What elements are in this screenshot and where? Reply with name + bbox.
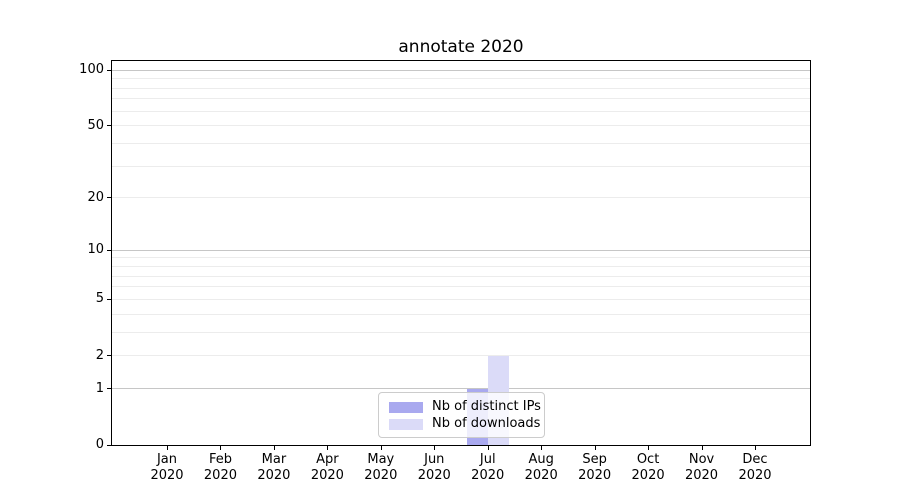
y-axis-tick-label: 10 [87, 242, 104, 258]
y-axis-tick [107, 444, 111, 446]
x-axis-tick-label: Aug 2020 [509, 452, 573, 484]
gridline-minor [112, 286, 810, 288]
y-axis-tick-label: 50 [87, 117, 104, 133]
x-axis-month-label: Sep [582, 452, 607, 467]
gridline-minor [112, 165, 810, 167]
x-axis-year-label: 2020 [417, 468, 451, 483]
x-axis-tick-label: Jul 2020 [456, 452, 520, 484]
gridline-minor [112, 87, 810, 89]
x-axis-month-label: May [367, 452, 395, 467]
gridline-major [112, 388, 810, 390]
x-axis-tick-label: Jan 2020 [135, 452, 199, 484]
x-axis-month-label: Jan [156, 452, 178, 467]
legend-swatch [389, 418, 423, 430]
x-axis-tick [167, 446, 168, 450]
gridline-minor [112, 197, 810, 199]
y-axis-tick [107, 355, 111, 357]
x-axis-tick-label: Feb 2020 [188, 452, 252, 484]
gridline-minor [112, 257, 810, 259]
x-axis-month-label: Oct [636, 452, 660, 467]
x-axis-year-label: 2020 [578, 468, 612, 483]
y-axis-tick [107, 69, 111, 71]
gridline-minor [112, 78, 810, 80]
x-axis-tick-label: Nov 2020 [670, 452, 734, 484]
x-axis-tick-label: May 2020 [349, 452, 413, 484]
x-axis-tick-label: Apr 2020 [295, 452, 359, 484]
x-axis-month-label: Nov [688, 452, 715, 467]
x-axis-year-label: 2020 [631, 468, 665, 483]
x-axis-tick [273, 446, 275, 450]
x-axis-tick-label: Sep 2020 [563, 452, 627, 484]
y-axis-tick [107, 388, 111, 390]
x-axis-tick [701, 446, 703, 450]
y-axis-tick-label: 1 [95, 380, 104, 396]
x-axis-tick-label: Mar 2020 [242, 452, 306, 484]
y-axis-tick [107, 197, 111, 199]
chart-title: annotate 2020 [398, 37, 524, 57]
x-axis-tick [594, 446, 596, 450]
gridline-minor [112, 355, 810, 357]
gridline-minor [112, 125, 810, 127]
gridline-minor [112, 313, 810, 315]
x-axis-tick [541, 446, 543, 450]
y-axis-tick-label: 0 [95, 437, 104, 452]
legend-entry: Nb of distinct IPs [389, 399, 541, 415]
x-axis-month-label: Feb [208, 452, 232, 467]
legend-entry: Nb of downloads [389, 416, 540, 432]
x-axis-tick-label: Dec 2020 [723, 452, 787, 484]
gridline-major [112, 249, 810, 251]
x-axis-year-label: 2020 [364, 468, 398, 483]
plot-area [111, 60, 811, 446]
x-axis-tick-label: Oct 2020 [616, 452, 680, 484]
x-axis-month-label: Dec [742, 452, 768, 467]
x-axis-month-label: Aug [528, 452, 554, 467]
x-axis-year-label: 2020 [150, 468, 184, 483]
x-axis-tick-label: Jun 2020 [402, 452, 466, 484]
y-axis-tick-label: 100 [79, 62, 104, 78]
x-axis-year-label: 2020 [524, 468, 558, 483]
legend-label: Nb of downloads [432, 416, 541, 431]
gridline-minor [112, 298, 810, 300]
gridline-minor [112, 110, 810, 112]
x-axis-tick [487, 446, 489, 450]
x-axis-tick [220, 446, 222, 450]
gridline-minor [112, 266, 810, 268]
legend-label: Nb of distinct IPs [432, 399, 541, 414]
x-axis-month-label: Apr [316, 452, 339, 467]
y-axis-tick [107, 298, 111, 300]
gridline-minor [112, 275, 810, 277]
x-axis-tick [380, 446, 382, 450]
gridline-minor [112, 98, 810, 100]
y-axis-tick-label: 20 [87, 189, 104, 205]
y-axis-tick [107, 249, 111, 251]
legend-swatch [389, 401, 423, 413]
legend: Nb of distinct IPs Nb of downloads [378, 392, 545, 438]
x-axis-month-label: Jul [479, 452, 496, 467]
x-axis-tick [327, 446, 329, 450]
y-axis-tick-label: 2 [95, 347, 104, 363]
y-axis-tick-label: 5 [95, 291, 104, 307]
x-axis-year-label: 2020 [203, 468, 237, 483]
gridline-major [112, 69, 810, 71]
x-axis-year-label: 2020 [257, 468, 291, 483]
x-axis-tick [434, 446, 436, 450]
y-axis-tick [107, 125, 111, 127]
x-axis-year-label: 2020 [684, 468, 719, 483]
x-axis-month-label: Jun [424, 452, 445, 467]
x-axis-tick [755, 446, 756, 450]
x-axis-year-label: 2020 [310, 468, 344, 483]
gridline-minor [112, 331, 810, 333]
x-axis-month-label: Mar [261, 452, 287, 467]
gridline-minor [112, 142, 810, 144]
x-axis-tick [648, 446, 650, 450]
x-axis-year-label: 2020 [738, 468, 772, 483]
x-axis-year-label: 2020 [471, 468, 505, 483]
